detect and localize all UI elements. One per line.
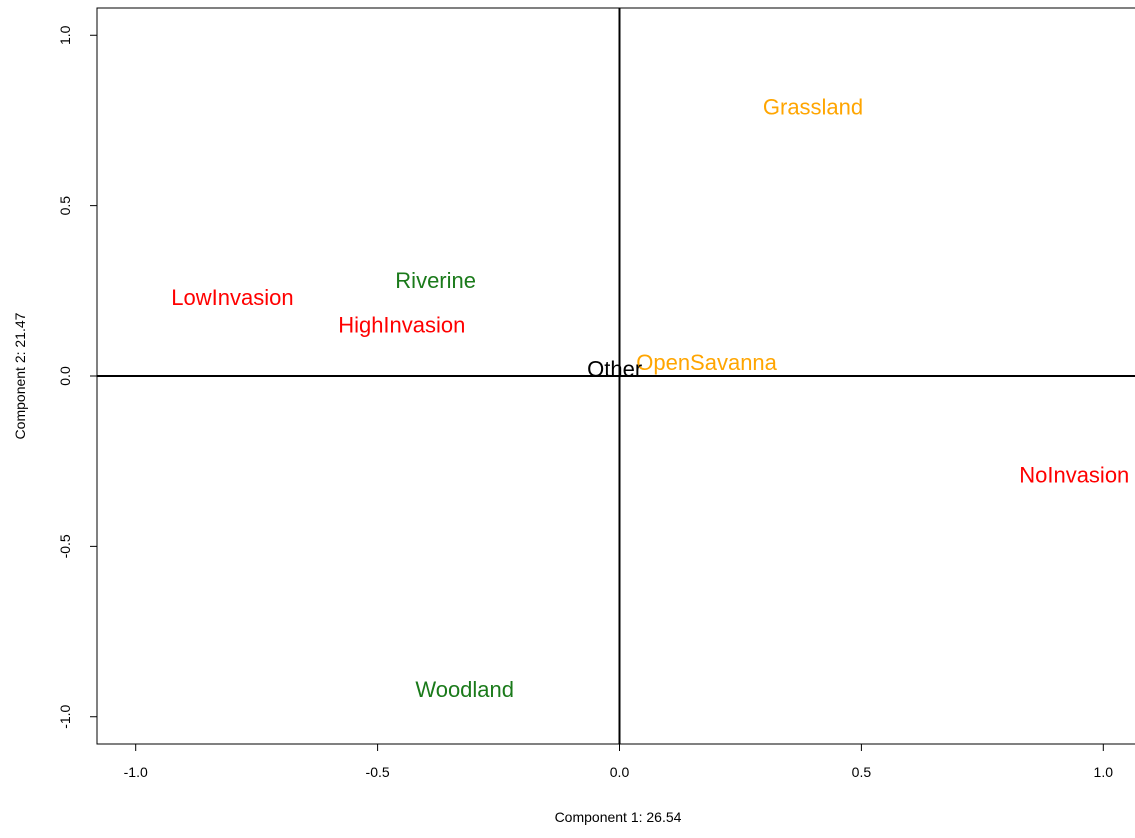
y-axis: -1.0 -0.5 0.0 0.5 1.0: [57, 25, 97, 729]
y-tick-label: -1.0: [57, 704, 73, 728]
point-label-woodland: Woodland: [415, 677, 514, 702]
point-label-highinvasion: HighInvasion: [338, 312, 465, 337]
point-label-lowinvasion: LowInvasion: [171, 285, 293, 310]
y-tick-label: 0.0: [57, 366, 73, 386]
reference-lines: [97, 8, 1135, 744]
x-axis-title: Component 1: 26.54: [555, 809, 682, 825]
point-label-riverine: Riverine: [395, 268, 476, 293]
point-label-other: Other: [587, 357, 642, 382]
y-tick-label: -0.5: [57, 534, 73, 558]
point-label-noinvasion: NoInvasion: [1019, 462, 1129, 487]
y-tick-label: 0.5: [57, 196, 73, 216]
x-tick-label: 0.5: [852, 764, 872, 780]
x-axis: -1.0 -0.5 0.0 0.5 1.0: [124, 744, 1114, 780]
point-label-opensavanna: OpenSavanna: [636, 350, 777, 375]
y-tick-label: 1.0: [57, 25, 73, 45]
point-labels: Grassland OpenSavanna Riverine Woodland LowI…: [171, 94, 1129, 702]
y-axis-title: Component 2: 21.47: [12, 312, 28, 439]
x-tick-label: 0.0: [610, 764, 630, 780]
point-label-grassland: Grassland: [763, 94, 863, 119]
x-tick-label: 1.0: [1094, 764, 1114, 780]
x-tick-label: -0.5: [366, 764, 390, 780]
x-tick-label: -1.0: [124, 764, 148, 780]
